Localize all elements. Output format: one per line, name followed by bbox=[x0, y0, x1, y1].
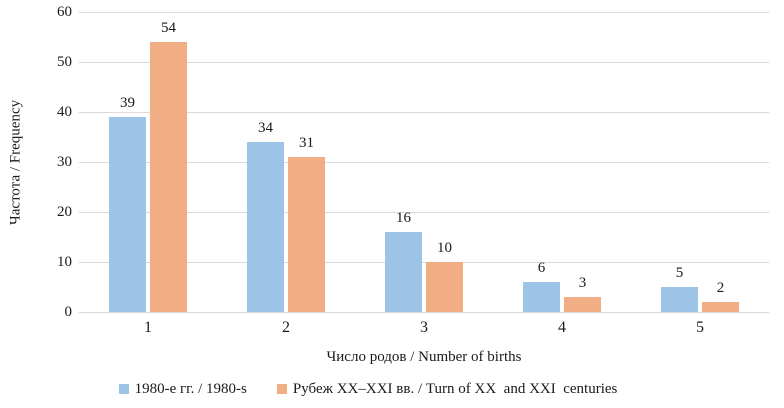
bar-series1-cat2 bbox=[247, 142, 284, 312]
bar-wrap: 10 bbox=[426, 240, 463, 312]
gridline bbox=[79, 112, 769, 113]
bar-value-label: 10 bbox=[437, 240, 452, 256]
y-axis-tick-label: 60 bbox=[57, 4, 72, 20]
gridline bbox=[79, 12, 769, 13]
bar-series1-cat4 bbox=[523, 282, 560, 312]
bar-wrap: 31 bbox=[288, 135, 325, 312]
bar-group-2: 34 31 bbox=[217, 12, 355, 312]
bar-wrap: 3 bbox=[564, 275, 601, 312]
bar-wrap: 34 bbox=[247, 120, 284, 312]
bar-series1-cat1 bbox=[109, 117, 146, 312]
x-axis-tick-labels: 1 2 3 4 5 bbox=[79, 319, 769, 337]
bar-wrap: 16 bbox=[385, 210, 422, 312]
y-axis-tick-label: 10 bbox=[57, 254, 72, 270]
legend-item-series2: Рубеж XX–XXI вв. / Turn of XX and XXI ce… bbox=[276, 381, 618, 398]
legend-label: 1980-е гг. / 1980-s bbox=[134, 381, 247, 397]
legend-swatch-icon bbox=[276, 383, 287, 394]
x-axis-tick-label: 3 bbox=[420, 319, 428, 336]
legend-item-series1: 1980-е гг. / 1980-s bbox=[118, 381, 247, 398]
bar-wrap: 54 bbox=[150, 20, 187, 312]
x-axis-tick-label: 1 bbox=[144, 319, 152, 336]
bar-series2-cat2 bbox=[288, 157, 325, 312]
x-axis-tick-label: 2 bbox=[282, 319, 290, 336]
bar-value-label: 39 bbox=[120, 95, 135, 111]
y-axis-tick-label: 20 bbox=[57, 204, 72, 220]
bar-value-label: 16 bbox=[396, 210, 411, 226]
bar-wrap: 6 bbox=[523, 260, 560, 312]
bar-group-1: 39 54 bbox=[79, 12, 217, 312]
y-axis-tick-label: 50 bbox=[57, 54, 72, 70]
bar-value-label: 5 bbox=[675, 265, 684, 281]
y-axis-tick-label: 40 bbox=[57, 104, 72, 120]
gridline bbox=[79, 262, 769, 263]
bar-value-label: 3 bbox=[578, 275, 587, 291]
x-axis-tick-label: 5 bbox=[696, 319, 704, 336]
gridline bbox=[79, 62, 769, 63]
bar-series1-cat5 bbox=[661, 287, 698, 312]
y-axis-tick-label: 0 bbox=[64, 304, 73, 320]
gridline bbox=[79, 162, 769, 163]
bar-value-label: 2 bbox=[716, 280, 725, 296]
bar-value-label: 31 bbox=[299, 135, 314, 151]
bar-group-3: 16 10 bbox=[355, 12, 493, 312]
bar-value-label: 6 bbox=[537, 260, 546, 276]
legend-label: Рубеж XX–XXI вв. / Turn of XX and XXI ce… bbox=[292, 381, 618, 397]
legend: 1980-е гг. / 1980-s Рубеж XX–XXI вв. / Tu… bbox=[0, 381, 760, 398]
legend-swatch-icon bbox=[118, 383, 129, 394]
bar-wrap: 5 bbox=[661, 265, 698, 312]
bar-series2-cat3 bbox=[426, 262, 463, 312]
plot-area: 39 54 34 31 16 10 6 3 5 2 bbox=[79, 12, 769, 313]
x-axis-tick-label: 4 bbox=[558, 319, 566, 336]
bar-series2-cat5 bbox=[702, 302, 739, 312]
bar-value-label: 34 bbox=[258, 120, 273, 136]
y-axis-tick-labels: 0 10 20 30 40 50 60 bbox=[0, 4, 72, 320]
y-axis-tick-label: 30 bbox=[57, 154, 72, 170]
bar-series2-cat1 bbox=[150, 42, 187, 312]
gridline bbox=[79, 212, 769, 213]
x-axis-title: Число родов / Number of births bbox=[326, 349, 522, 365]
bar-series2-cat4 bbox=[564, 297, 601, 312]
bar-series1-cat3 bbox=[385, 232, 422, 312]
bar-value-label: 54 bbox=[161, 20, 176, 36]
bar-wrap: 39 bbox=[109, 95, 146, 312]
bar-wrap: 2 bbox=[702, 280, 739, 312]
